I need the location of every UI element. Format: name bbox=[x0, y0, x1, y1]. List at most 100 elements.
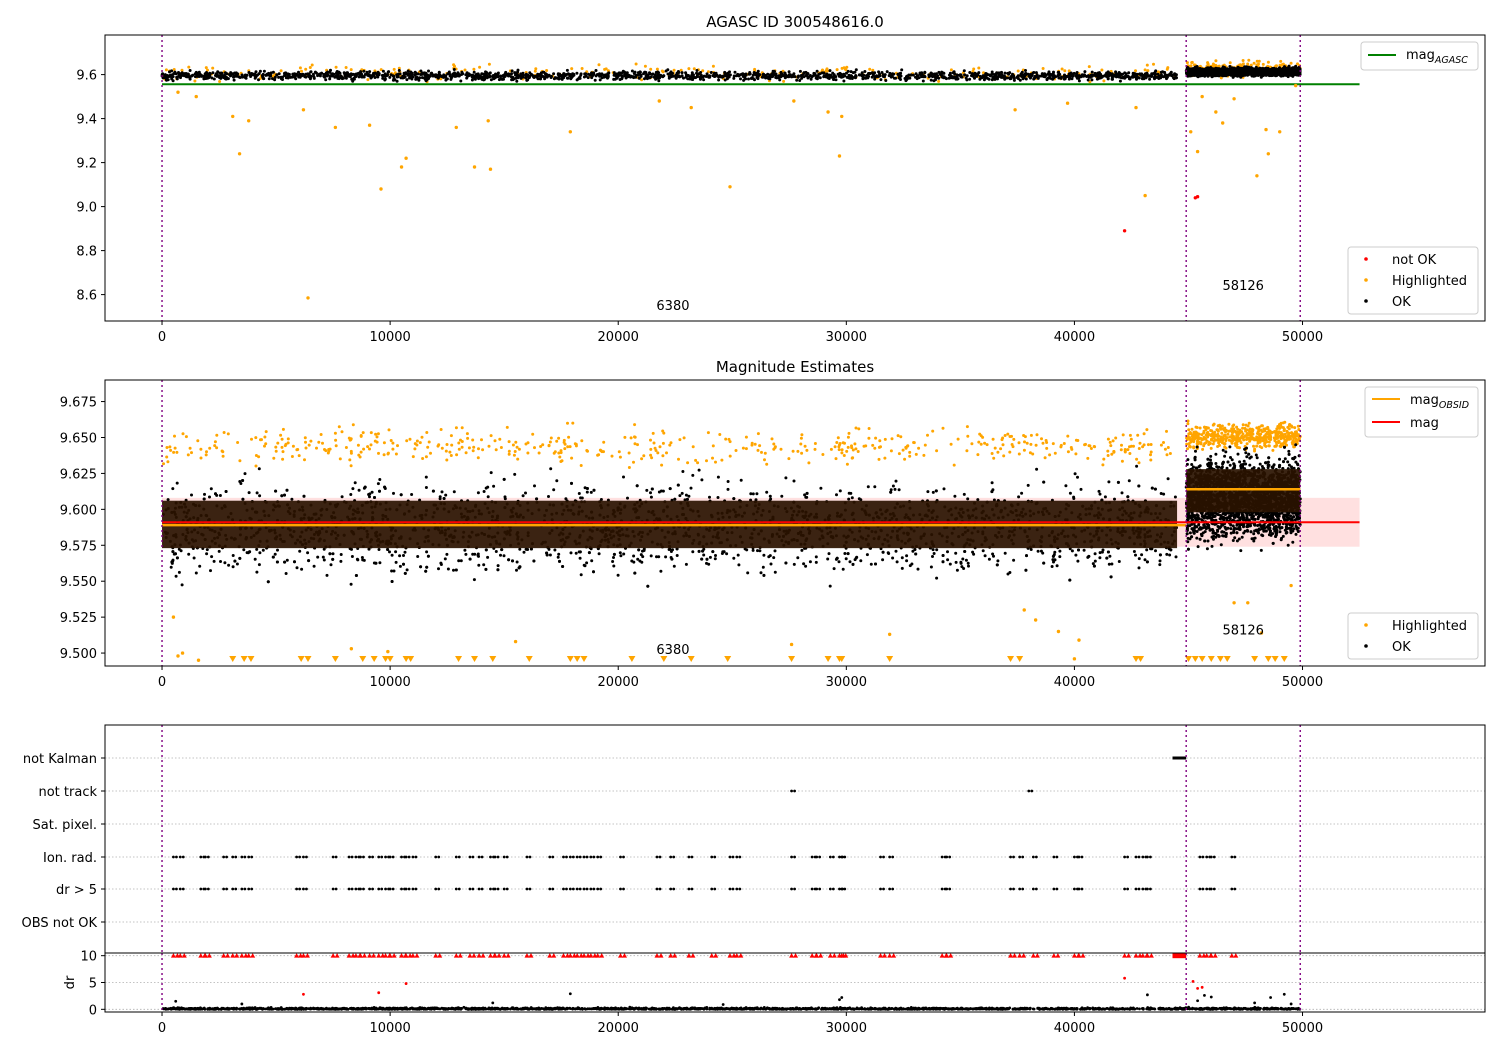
data-point bbox=[329, 68, 332, 72]
data-point bbox=[215, 74, 219, 78]
data-point bbox=[306, 296, 310, 300]
data-point bbox=[391, 441, 395, 445]
data-point bbox=[1120, 459, 1124, 463]
data-point bbox=[195, 72, 199, 76]
data-point bbox=[900, 68, 904, 72]
data-point bbox=[1200, 433, 1204, 437]
data-point bbox=[570, 67, 574, 71]
data-point bbox=[629, 75, 632, 79]
data-point bbox=[206, 76, 210, 80]
data-point bbox=[1067, 69, 1071, 73]
data-point bbox=[1024, 69, 1027, 72]
data-point bbox=[1128, 452, 1132, 455]
data-point bbox=[921, 79, 925, 83]
data-point bbox=[1106, 77, 1110, 80]
data-point bbox=[1077, 76, 1081, 80]
data-point bbox=[1212, 63, 1216, 67]
data-point bbox=[480, 438, 483, 442]
data-point bbox=[633, 435, 636, 439]
data-point bbox=[653, 446, 657, 450]
data-point bbox=[164, 68, 168, 72]
data-point bbox=[528, 71, 532, 75]
data-point bbox=[634, 62, 638, 66]
data-point bbox=[391, 447, 395, 451]
data-point bbox=[1083, 443, 1087, 447]
data-point bbox=[965, 449, 969, 453]
data-point bbox=[204, 66, 208, 70]
data-point bbox=[487, 62, 491, 66]
data-point bbox=[334, 438, 338, 442]
data-point bbox=[1217, 441, 1221, 445]
data-point bbox=[643, 64, 647, 68]
data-point bbox=[573, 442, 577, 446]
data-point bbox=[842, 72, 846, 76]
data-point bbox=[889, 449, 893, 453]
data-point bbox=[295, 448, 299, 452]
data-point bbox=[1017, 441, 1021, 445]
data-point bbox=[923, 443, 927, 447]
x-tick-label: 50000 bbox=[1282, 330, 1323, 345]
data-point bbox=[1054, 75, 1058, 79]
data-point bbox=[1016, 69, 1020, 73]
data-point bbox=[1258, 70, 1262, 74]
data-point bbox=[615, 72, 619, 76]
data-point bbox=[685, 73, 688, 77]
data-point bbox=[962, 69, 966, 73]
data-point bbox=[1102, 457, 1106, 461]
data-point bbox=[375, 435, 379, 439]
data-point bbox=[1137, 447, 1141, 450]
data-point bbox=[1241, 432, 1245, 436]
data-point bbox=[323, 448, 326, 451]
data-point bbox=[1165, 429, 1168, 433]
data-point bbox=[471, 73, 475, 77]
data-point bbox=[511, 443, 515, 447]
data-point bbox=[594, 69, 598, 72]
data-point bbox=[726, 72, 730, 75]
data-point bbox=[1232, 97, 1236, 101]
data-point bbox=[539, 74, 543, 78]
data-point bbox=[1247, 69, 1251, 73]
data-point bbox=[949, 75, 953, 79]
data-point bbox=[427, 69, 430, 73]
data-point bbox=[496, 71, 500, 75]
legend-marker bbox=[1364, 278, 1368, 282]
data-point bbox=[1000, 73, 1004, 77]
data-point bbox=[423, 73, 427, 77]
data-point bbox=[205, 74, 209, 77]
data-point bbox=[1001, 436, 1005, 440]
data-point bbox=[357, 453, 361, 457]
legend-marker bbox=[1364, 299, 1368, 303]
data-point bbox=[824, 69, 828, 73]
data-point bbox=[566, 421, 569, 425]
data-point bbox=[1075, 71, 1079, 74]
data-point bbox=[661, 441, 665, 445]
data-point bbox=[1062, 77, 1066, 81]
data-point bbox=[944, 77, 948, 81]
data-point bbox=[349, 68, 353, 72]
data-point bbox=[883, 437, 887, 441]
data-point bbox=[382, 441, 386, 445]
data-point bbox=[170, 77, 174, 81]
data-point bbox=[1017, 452, 1021, 456]
data-point bbox=[173, 434, 176, 438]
data-point bbox=[409, 74, 413, 78]
data-point bbox=[679, 68, 683, 72]
data-point bbox=[254, 436, 258, 440]
data-point bbox=[815, 69, 819, 73]
data-point bbox=[521, 75, 525, 79]
data-point bbox=[739, 77, 742, 81]
data-point bbox=[387, 428, 391, 432]
data-point bbox=[812, 71, 816, 75]
data-point bbox=[489, 78, 493, 82]
data-point bbox=[1023, 72, 1027, 76]
data-point bbox=[922, 453, 926, 457]
data-point bbox=[580, 439, 584, 443]
data-point bbox=[365, 70, 369, 74]
data-point bbox=[379, 68, 383, 72]
data-point bbox=[339, 74, 343, 78]
data-point bbox=[1140, 77, 1144, 81]
data-point bbox=[766, 72, 770, 76]
data-point bbox=[949, 68, 953, 72]
data-point bbox=[720, 458, 724, 462]
data-point bbox=[935, 76, 939, 80]
